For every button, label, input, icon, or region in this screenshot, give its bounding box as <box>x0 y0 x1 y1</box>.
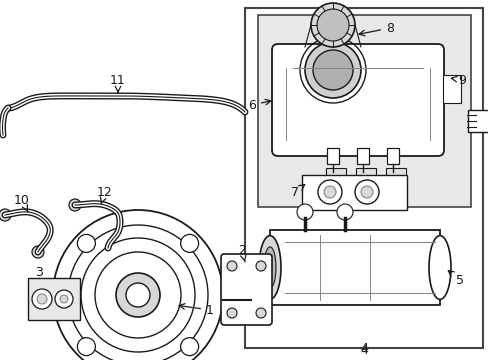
Circle shape <box>0 209 11 221</box>
Text: 12: 12 <box>97 185 113 204</box>
Bar <box>302 175 406 210</box>
Text: 11: 11 <box>110 73 125 92</box>
Circle shape <box>126 283 150 307</box>
Text: 3: 3 <box>35 266 43 279</box>
Circle shape <box>37 294 47 304</box>
Bar <box>269 230 439 305</box>
Bar <box>243 288 261 312</box>
Bar <box>442 75 460 103</box>
Circle shape <box>256 308 265 318</box>
Circle shape <box>55 290 73 308</box>
Text: 4: 4 <box>359 343 367 356</box>
Circle shape <box>69 199 81 211</box>
Circle shape <box>116 273 160 317</box>
Text: 1: 1 <box>179 303 214 316</box>
Circle shape <box>296 204 312 220</box>
Text: 10: 10 <box>14 194 30 212</box>
Circle shape <box>60 295 68 303</box>
Circle shape <box>256 261 265 271</box>
Bar <box>467 110 488 132</box>
Circle shape <box>310 3 354 47</box>
Bar <box>325 168 346 178</box>
Text: 2: 2 <box>238 243 245 262</box>
Bar <box>244 8 482 348</box>
Text: 9: 9 <box>450 73 465 86</box>
Circle shape <box>354 180 378 204</box>
Ellipse shape <box>264 247 275 288</box>
Bar <box>356 148 368 164</box>
FancyBboxPatch shape <box>271 44 443 156</box>
Circle shape <box>360 186 372 198</box>
Bar <box>258 15 470 207</box>
Circle shape <box>53 210 223 360</box>
Bar <box>386 148 398 164</box>
Ellipse shape <box>428 236 450 300</box>
Circle shape <box>305 42 360 98</box>
Bar <box>385 168 405 178</box>
Circle shape <box>226 261 237 271</box>
Bar <box>28 278 80 320</box>
Circle shape <box>32 246 44 258</box>
Text: 8: 8 <box>358 22 393 36</box>
Circle shape <box>77 338 95 356</box>
Bar <box>326 148 338 164</box>
Text: 6: 6 <box>247 99 270 112</box>
Circle shape <box>324 186 335 198</box>
Circle shape <box>316 9 348 41</box>
Circle shape <box>180 234 198 252</box>
Circle shape <box>102 242 114 254</box>
Circle shape <box>226 308 237 318</box>
Text: 4: 4 <box>359 342 367 355</box>
Circle shape <box>336 204 352 220</box>
Circle shape <box>77 234 95 252</box>
Bar <box>355 168 375 178</box>
Circle shape <box>312 50 352 90</box>
Text: 7: 7 <box>290 185 304 198</box>
Ellipse shape <box>259 236 281 300</box>
Circle shape <box>246 295 257 305</box>
FancyBboxPatch shape <box>221 254 271 325</box>
Circle shape <box>180 338 198 356</box>
Circle shape <box>317 180 341 204</box>
Circle shape <box>32 289 52 309</box>
Text: 5: 5 <box>447 271 463 287</box>
